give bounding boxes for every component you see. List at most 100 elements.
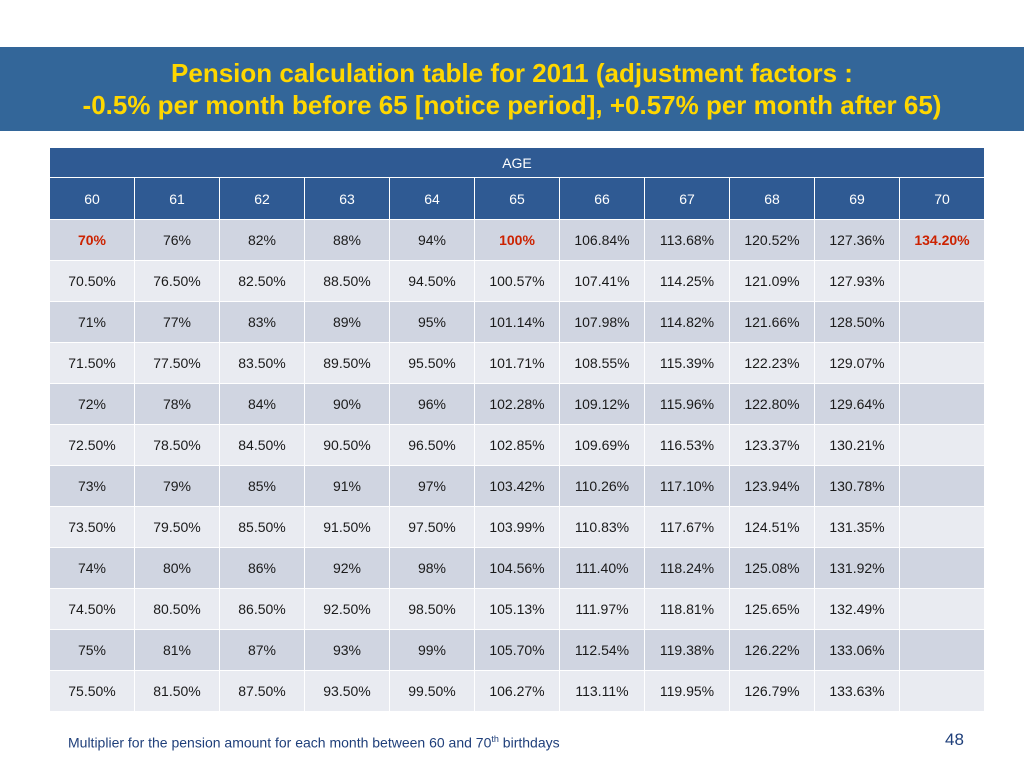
table-body: 70% 76% 82% 88% 94% 100% 106.84% 113.68% 120.52%… <box>49 219 985 712</box>
age-header-cell: 60 <box>49 177 135 220</box>
table-cell: 107.98% <box>559 301 645 343</box>
age-header-cell: 62 <box>219 177 305 220</box>
table-cell: 129.07% <box>814 342 900 384</box>
table-row: 72.50% 78.50% 84.50% 90.50% 96.50% 102.85% 109… <box>49 424 985 466</box>
table-cell: 97% <box>389 465 475 507</box>
table-cell: 81.50% <box>134 670 220 712</box>
title-line-1: Pension calculation table for 2011 (adju… <box>171 58 853 88</box>
table-cell: 82.50% <box>219 260 305 302</box>
table-cell: 81% <box>134 629 220 671</box>
table-cell: 99% <box>389 629 475 671</box>
table-cell: 119.95% <box>644 670 730 712</box>
table-cell: 134.20% <box>899 219 985 261</box>
table-row: 74.50% 80.50% 86.50% 92.50% 98.50% 105.13% 111… <box>49 588 985 630</box>
table-row: 72% 78% 84% 90% 96% 102.28% 109.12% 115.96% 122.… <box>49 383 985 425</box>
table-cell: 111.40% <box>559 547 645 589</box>
table-cell: 79% <box>134 465 220 507</box>
table-cell: 125.08% <box>729 547 815 589</box>
table-cell: 116.53% <box>644 424 730 466</box>
table-cell <box>899 260 985 302</box>
table-cell: 118.81% <box>644 588 730 630</box>
table-cell: 88% <box>304 219 390 261</box>
table-cell: 98.50% <box>389 588 475 630</box>
table-cell: 106.84% <box>559 219 645 261</box>
table-cell: 113.11% <box>559 670 645 712</box>
table-cell: 109.69% <box>559 424 645 466</box>
table-cell: 131.92% <box>814 547 900 589</box>
table-cell: 103.99% <box>474 506 560 548</box>
table-cell: 113.68% <box>644 219 730 261</box>
table-cell: 75.50% <box>49 670 135 712</box>
age-header-cell: 67 <box>644 177 730 220</box>
table-cell: 83.50% <box>219 342 305 384</box>
footnote: Multiplier for the pension amount for ea… <box>68 734 560 751</box>
table-cell: 76% <box>134 219 220 261</box>
table-cell: 87.50% <box>219 670 305 712</box>
table-cell: 105.70% <box>474 629 560 671</box>
table-cell: 129.64% <box>814 383 900 425</box>
table-cell: 133.06% <box>814 629 900 671</box>
age-header-cell: 66 <box>559 177 645 220</box>
age-header-cell: 64 <box>389 177 475 220</box>
table-cell: 124.51% <box>729 506 815 548</box>
table-cell: 89.50% <box>304 342 390 384</box>
table-cell: 106.27% <box>474 670 560 712</box>
age-header-row: 60 61 62 63 64 65 66 67 68 69 70 <box>49 177 985 220</box>
table-cell: 92.50% <box>304 588 390 630</box>
table-cell: 130.78% <box>814 465 900 507</box>
table-cell: 114.25% <box>644 260 730 302</box>
table-cell: 122.23% <box>729 342 815 384</box>
table-cell: 102.85% <box>474 424 560 466</box>
table-cell: 84.50% <box>219 424 305 466</box>
table-cell: 94% <box>389 219 475 261</box>
table-cell: 125.65% <box>729 588 815 630</box>
table-cell: 79.50% <box>134 506 220 548</box>
table-cell <box>899 670 985 712</box>
table-cell: 80.50% <box>134 588 220 630</box>
table-cell: 88.50% <box>304 260 390 302</box>
age-header-cell: 68 <box>729 177 815 220</box>
table-cell: 94.50% <box>389 260 475 302</box>
table-row: 74% 80% 86% 92% 98% 104.56% 111.40% 118.24% 125.… <box>49 547 985 589</box>
table-cell: 91.50% <box>304 506 390 548</box>
table-cell: 128.50% <box>814 301 900 343</box>
table-cell: 121.66% <box>729 301 815 343</box>
table-cell: 103.42% <box>474 465 560 507</box>
table-cell: 99.50% <box>389 670 475 712</box>
table-cell: 117.67% <box>644 506 730 548</box>
table-cell: 80% <box>134 547 220 589</box>
table-cell <box>899 424 985 466</box>
table-cell: 95% <box>389 301 475 343</box>
table-cell: 75% <box>49 629 135 671</box>
table-cell: 112.54% <box>559 629 645 671</box>
footnote-sup: th <box>491 734 499 744</box>
age-header-cell: 63 <box>304 177 390 220</box>
table-cell: 90.50% <box>304 424 390 466</box>
table-cell <box>899 588 985 630</box>
table-cell: 127.93% <box>814 260 900 302</box>
table-cell: 131.35% <box>814 506 900 548</box>
table-cell: 117.10% <box>644 465 730 507</box>
table-cell: 77% <box>134 301 220 343</box>
table-cell: 115.96% <box>644 383 730 425</box>
table-cell <box>899 465 985 507</box>
table-cell: 86% <box>219 547 305 589</box>
table-cell: 110.26% <box>559 465 645 507</box>
table-cell: 101.71% <box>474 342 560 384</box>
table-row: 75.50% 81.50% 87.50% 93.50% 99.50% 106.27% 113… <box>49 670 985 712</box>
table-cell: 105.13% <box>474 588 560 630</box>
footnote-suffix: birthdays <box>498 734 560 751</box>
table-row: 71.50% 77.50% 83.50% 89.50% 95.50% 101.71% 108… <box>49 342 985 384</box>
table-cell: 73% <box>49 465 135 507</box>
table-cell: 97.50% <box>389 506 475 548</box>
table-cell: 111.97% <box>559 588 645 630</box>
page-number: 48 <box>945 730 964 749</box>
table-cell: 72% <box>49 383 135 425</box>
table-cell: 114.82% <box>644 301 730 343</box>
table-cell: 95.50% <box>389 342 475 384</box>
table-cell: 126.22% <box>729 629 815 671</box>
table-cell: 90% <box>304 383 390 425</box>
table-cell: 82% <box>219 219 305 261</box>
table-cell: 72.50% <box>49 424 135 466</box>
age-header-cell: 69 <box>814 177 900 220</box>
